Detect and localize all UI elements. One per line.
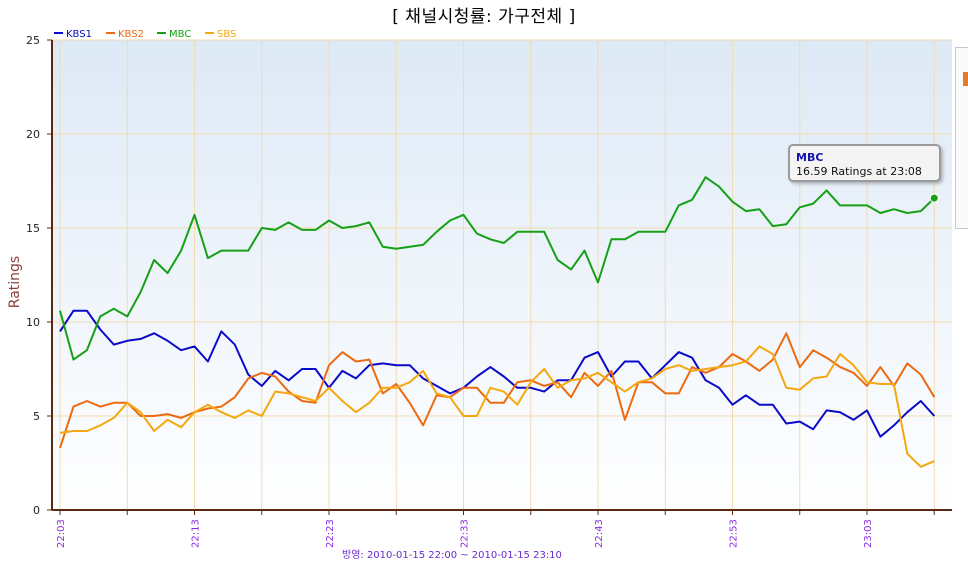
footer-caption: 방영: 2010-01-15 22:00 ~ 2010-01-15 23:10 bbox=[342, 550, 562, 561]
x-tick-label: 22:43 bbox=[594, 519, 605, 548]
grid-lines bbox=[52, 39, 952, 511]
mbc-series-line bbox=[59, 176, 935, 361]
y-tick-label: 10 bbox=[26, 316, 40, 329]
mbc-highlight-point bbox=[929, 193, 939, 203]
legend-label-kbs1: KBS1 bbox=[66, 29, 92, 40]
y-tick-label: 25 bbox=[26, 34, 40, 47]
x-tick-label: 23:03 bbox=[863, 519, 874, 548]
series-lines bbox=[59, 176, 939, 468]
y-tick-label: 15 bbox=[26, 222, 40, 235]
x-tick-label: 22:33 bbox=[460, 519, 471, 548]
sbs-series-line bbox=[59, 345, 935, 468]
tooltip-value-text: 16.59 Ratings at 23:08 bbox=[796, 165, 922, 178]
tooltip-series-name: MBC bbox=[796, 151, 824, 164]
plot-background bbox=[52, 40, 952, 510]
chart-title: [ 채널시청률: 가구전체 ] bbox=[392, 7, 576, 27]
data-tooltip: MBC 16.59 Ratings at 23:08 bbox=[788, 144, 941, 182]
x-tick-label: 22:23 bbox=[325, 519, 336, 548]
axes: 0 5 10 15 20 25 22:03 22:13 22:23 22:33 22:43 22:53… bbox=[26, 34, 952, 548]
x-tick-label: 22:13 bbox=[191, 519, 202, 548]
legend: KBS1 KBS2 MBC SBS bbox=[54, 29, 236, 40]
x-tick-label: 22:03 bbox=[56, 519, 67, 548]
side-panel-edge[interactable] bbox=[955, 47, 968, 229]
x-tick-label: 22:53 bbox=[729, 519, 740, 548]
y-axis-label: Ratings bbox=[7, 256, 23, 308]
kbs2-series-line bbox=[59, 332, 936, 449]
y-tick-label: 0 bbox=[33, 504, 40, 517]
legend-label-kbs2: KBS2 bbox=[118, 29, 144, 40]
legend-label-mbc: MBC bbox=[169, 29, 191, 40]
y-tick-label: 20 bbox=[26, 128, 40, 141]
kbs1-series-line bbox=[59, 309, 936, 438]
side-panel-accent bbox=[963, 72, 968, 86]
legend-label-sbs: SBS bbox=[217, 29, 236, 40]
y-tick-label: 5 bbox=[33, 410, 40, 423]
